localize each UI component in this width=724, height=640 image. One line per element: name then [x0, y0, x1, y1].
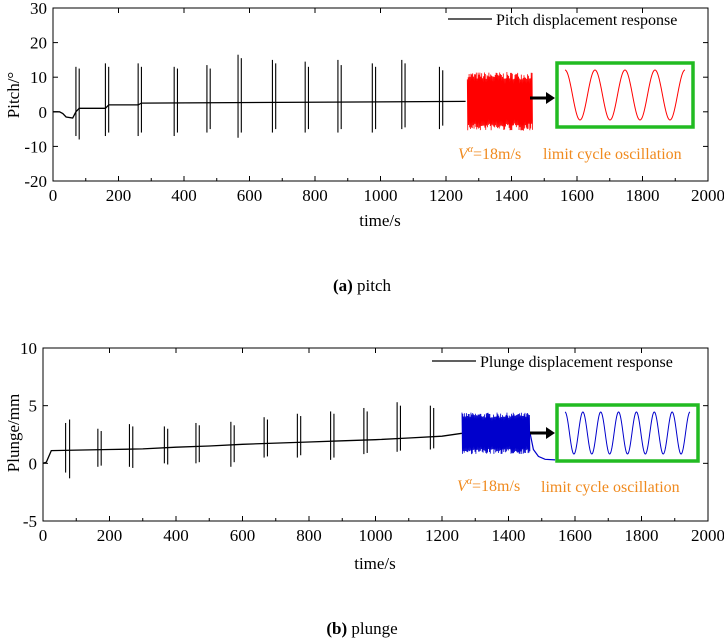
y-tick-label: 0 [29, 454, 38, 473]
x-tick-label: 0 [39, 526, 48, 545]
caption-a: (a) pitch [0, 276, 724, 296]
legend-label: Plunge displacement response [480, 354, 673, 371]
lco-decay-line [529, 433, 556, 461]
y-tick-label: 10 [20, 339, 37, 358]
caption-b: (b) plunge [0, 619, 724, 639]
velocity-annotation: Vα=18m/s [457, 476, 520, 495]
inset-frame [555, 61, 695, 129]
y-axis-label: Pitch/° [4, 72, 23, 118]
caption-text: plunge [351, 619, 398, 638]
x-tick-label: 1200 [425, 526, 459, 545]
x-tick-label: 800 [302, 186, 328, 205]
x-tick-label: 2000 [691, 186, 724, 205]
inset-frame [555, 403, 700, 463]
x-tick-label: 1800 [625, 526, 659, 545]
x-tick-label: 1800 [626, 186, 660, 205]
y-tick-label: 0 [39, 103, 48, 122]
x-axis-label: time/s [354, 554, 396, 573]
lco-band [466, 72, 533, 131]
y-tick-label: 30 [30, 0, 47, 18]
legend-label: Pitch displacement response [496, 12, 677, 29]
x-tick-label: 400 [171, 186, 197, 205]
x-tick-label: 2000 [691, 526, 724, 545]
y-axis-label: Plunge/mm [4, 394, 23, 472]
inset-box [530, 61, 695, 129]
x-tick-label: 800 [296, 526, 322, 545]
y-tick-label: -20 [24, 172, 47, 191]
x-tick-label: 1200 [429, 186, 463, 205]
pitch-chart: 0 200 400 600 800 1000 1200 1400 1600 1800 2000-20… [4, 0, 724, 230]
lco-annotation: limit cycle oscillation [541, 479, 680, 496]
data-lines [42, 402, 556, 479]
caption-text: pitch [357, 276, 392, 295]
y-tick-label: 20 [30, 34, 47, 53]
y-tick-label: 5 [29, 397, 38, 416]
inset-box [530, 403, 700, 463]
lco-annotation: limit cycle oscillation [543, 146, 682, 163]
x-tick-label: 1400 [492, 526, 526, 545]
axis-ticks: 0 200 400 600 800 1000 1200 1400 1600 1800 2000-20… [24, 0, 724, 205]
axis-ticks: 0 200 400 600 800 1000 1200 1400 1600 1800 2000-50… [20, 339, 724, 545]
inset-sine-wave [564, 69, 686, 121]
caption-label: (a) [332, 276, 353, 295]
x-tick-label: 200 [97, 526, 123, 545]
y-tick-label: -5 [23, 512, 37, 531]
caption-label: (b) [326, 619, 348, 638]
y-tick-label: -10 [24, 137, 47, 156]
lco-band [461, 412, 531, 455]
x-tick-label: 1600 [560, 186, 594, 205]
response-line [42, 432, 462, 464]
x-tick-label: 200 [106, 186, 132, 205]
inset-sine-wave [564, 411, 691, 455]
response-line [53, 100, 466, 119]
x-tick-label: 400 [163, 526, 189, 545]
arrow-head [546, 427, 555, 439]
x-tick-label: 1400 [495, 186, 529, 205]
plunge-chart: 0 200 400 600 800 1000 1200 1400 1600 1800 2000-50… [4, 339, 724, 573]
x-tick-label: 1000 [364, 186, 398, 205]
x-tick-label: 0 [49, 186, 58, 205]
velocity-annotation: Vα=18m/s [458, 144, 521, 163]
arrow-head [546, 92, 555, 104]
x-axis-label: time/s [359, 211, 401, 230]
x-tick-label: 600 [237, 186, 263, 205]
legend: Plunge displacement response [432, 354, 673, 371]
data-lines [53, 54, 533, 140]
legend: Pitch displacement response [448, 12, 677, 29]
x-tick-label: 600 [230, 526, 256, 545]
x-tick-label: 1600 [558, 526, 592, 545]
x-tick-label: 1000 [359, 526, 393, 545]
y-tick-label: 10 [30, 68, 47, 87]
